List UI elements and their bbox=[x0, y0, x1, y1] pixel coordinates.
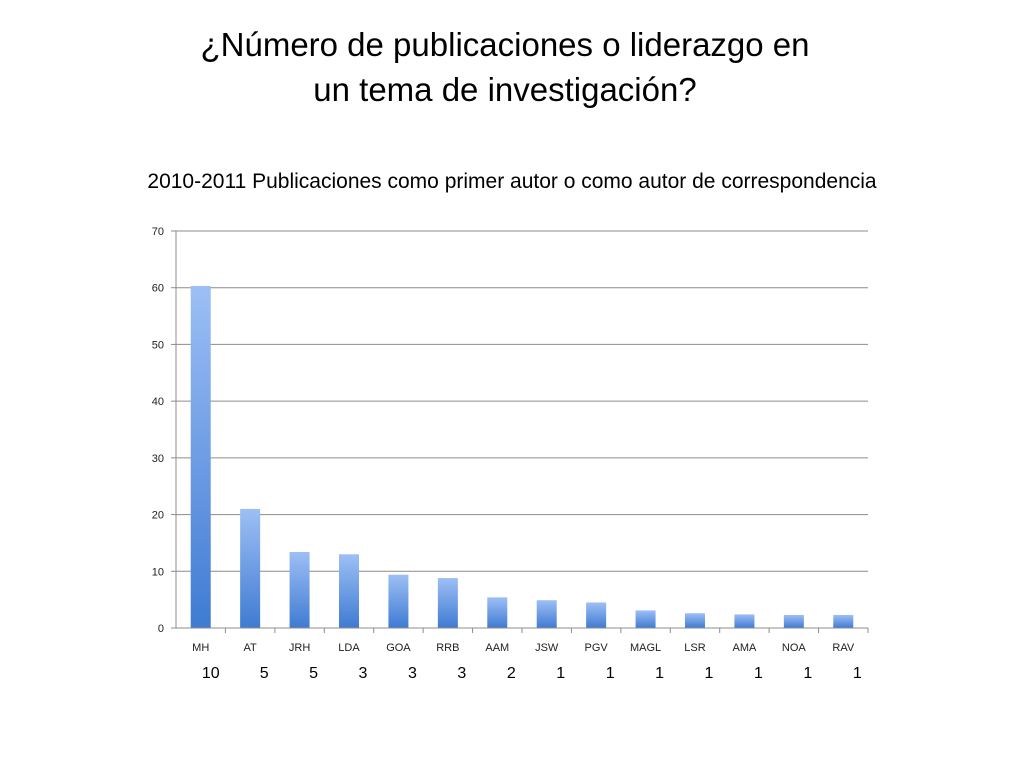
y-tick-label: 70 bbox=[152, 226, 164, 238]
bottom-count-label: 3 bbox=[457, 665, 466, 682]
bottom-count-label: 1 bbox=[655, 665, 664, 682]
bar-magl bbox=[635, 610, 656, 628]
bar-aam bbox=[487, 597, 508, 628]
chart-subtitle: 2010-2011 Publicaciones como primer auto… bbox=[147, 170, 877, 193]
x-tick-label: MH bbox=[192, 642, 209, 654]
bottom-count-label: 1 bbox=[606, 665, 615, 682]
bar-jrh bbox=[289, 552, 310, 628]
bar-mh bbox=[190, 286, 211, 628]
x-tick-label: AT bbox=[244, 642, 258, 654]
axes bbox=[171, 230, 869, 633]
gridlines bbox=[176, 230, 868, 572]
bottom-count-label: 1 bbox=[803, 665, 812, 682]
bar-ama bbox=[734, 614, 755, 628]
bottom-count-label: 1 bbox=[754, 665, 763, 682]
bottom-count-label: 3 bbox=[408, 665, 417, 682]
x-tick-label: MAGL bbox=[630, 642, 661, 654]
bar-goa bbox=[388, 574, 409, 628]
x-tick-label: GOA bbox=[386, 642, 411, 654]
bottom-count-label: 5 bbox=[309, 665, 318, 682]
y-tick-label: 0 bbox=[158, 623, 164, 635]
y-tick-label: 20 bbox=[152, 510, 164, 522]
bar-rrb bbox=[437, 578, 458, 628]
y-tick-label: 30 bbox=[152, 453, 164, 465]
y-tick-label: 40 bbox=[152, 396, 164, 408]
bar-at bbox=[240, 508, 261, 628]
y-tick-label: 50 bbox=[152, 339, 164, 351]
bar-lsr bbox=[685, 613, 705, 628]
y-tick-label: 10 bbox=[152, 566, 164, 578]
slide-title: ¿Número de publicaciones o liderazgo en … bbox=[0, 22, 1010, 112]
bar-rav bbox=[833, 614, 854, 628]
bars bbox=[190, 286, 854, 628]
bar-noa bbox=[783, 614, 804, 628]
bottom-count-label: 1 bbox=[853, 665, 862, 682]
bottom-count-label: 1 bbox=[705, 665, 714, 682]
bar-lda bbox=[339, 554, 359, 628]
title-line-1: ¿Número de publicaciones o liderazgo en bbox=[200, 26, 810, 63]
bar-pgv bbox=[586, 602, 607, 628]
bottom-count-label: 5 bbox=[260, 665, 269, 682]
labels: 010203040506070MH10AT5JRH5LDA3GOA3RRB3AA… bbox=[152, 226, 862, 682]
x-tick-label: JSW bbox=[535, 642, 559, 654]
title-line-2: un tema de investigación? bbox=[313, 71, 697, 108]
x-tick-label: AAM bbox=[485, 642, 509, 654]
bottom-count-label: 10 bbox=[202, 665, 220, 682]
x-tick-label: LSR bbox=[684, 642, 705, 654]
x-tick-label: RAV bbox=[832, 642, 854, 654]
bottom-count-label: 1 bbox=[556, 665, 565, 682]
x-tick-label: AMA bbox=[733, 642, 758, 654]
bottom-count-label: 3 bbox=[359, 665, 368, 682]
bottom-count-label: 2 bbox=[507, 665, 516, 682]
x-tick-label: LDA bbox=[338, 642, 360, 654]
x-tick-label: PGV bbox=[585, 642, 609, 654]
x-tick-label: RRB bbox=[436, 642, 459, 654]
bar-jsw bbox=[536, 600, 557, 628]
x-tick-label: NOA bbox=[782, 642, 807, 654]
x-tick-label: JRH bbox=[289, 642, 310, 654]
y-tick-label: 60 bbox=[152, 283, 164, 295]
